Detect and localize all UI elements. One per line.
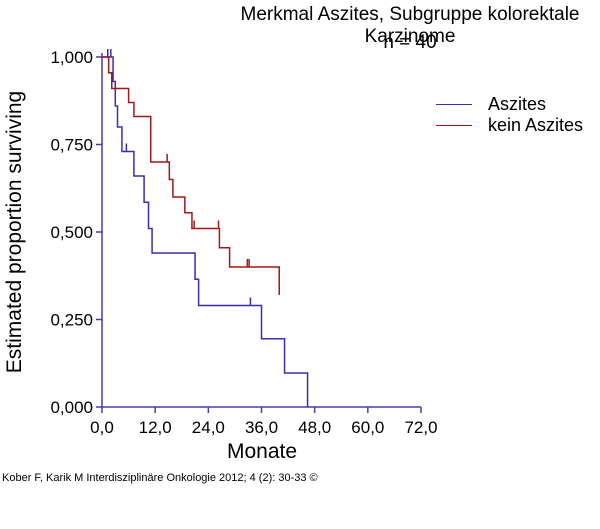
y-tick-label: 0,500 xyxy=(50,223,93,242)
x-tick-label: 72,0 xyxy=(404,418,437,437)
legend-swatch-kein-aszites xyxy=(436,125,472,126)
legend-swatch-aszites xyxy=(436,104,472,105)
x-axis-label: Monate xyxy=(226,440,298,463)
legend-label: kein Aszites xyxy=(488,115,584,135)
citation-footer: Kober F, Karik M Interdisziplinäre Onkol… xyxy=(2,472,318,484)
y-tick-label: 0,000 xyxy=(50,398,93,417)
chart-title: Merkmal Aszites, Subgruppe kolorektale K… xyxy=(240,4,580,47)
x-tick-label: 36,0 xyxy=(245,418,278,437)
y-tick-label: 0,750 xyxy=(50,136,93,155)
chart-subtitle: n = 40 xyxy=(383,32,437,53)
x-tick-label: 12,0 xyxy=(139,418,172,437)
y-tick-label: 1,000 xyxy=(50,48,93,67)
legend-label: Aszites xyxy=(488,94,547,114)
x-tick-label: 60,0 xyxy=(351,418,384,437)
survival-curve-aszites xyxy=(102,56,309,407)
x-tick-label: 48,0 xyxy=(298,418,331,437)
x-tick-label: 0,0 xyxy=(90,418,114,437)
legend-item-kein-aszites: kein Aszites xyxy=(436,115,583,136)
survival-curve-kein-aszites xyxy=(102,56,280,295)
legend-item-aszites: Aszites xyxy=(436,94,583,115)
x-tick-label: 24,0 xyxy=(192,418,225,437)
legend: Aszites kein Aszites xyxy=(436,94,583,136)
y-tick-label: 0,250 xyxy=(50,311,93,330)
